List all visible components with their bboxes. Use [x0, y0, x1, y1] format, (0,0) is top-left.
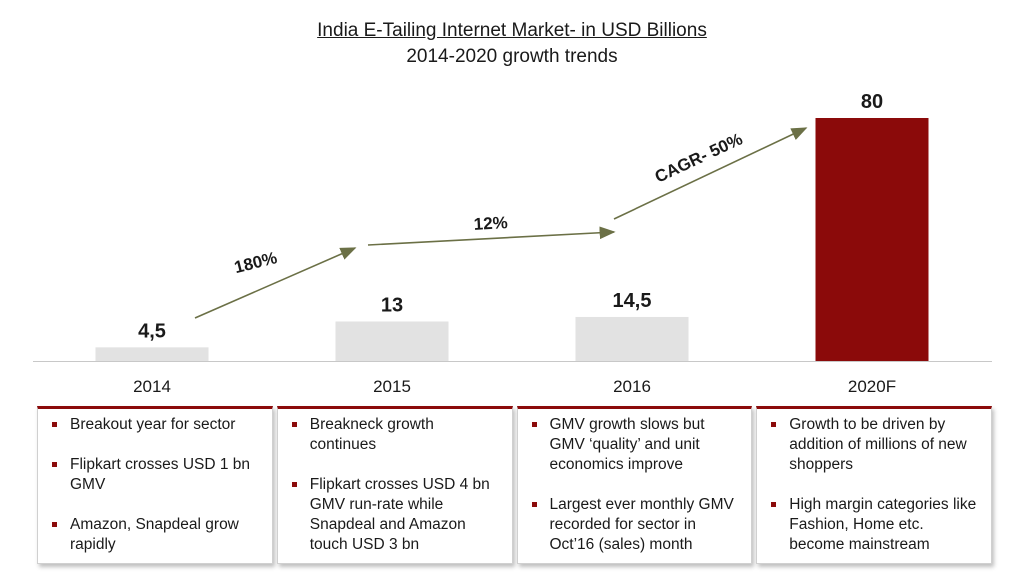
growth-label: 180% — [232, 248, 279, 277]
panel-2014: Breakout year for sector Flipkart crosse… — [37, 406, 273, 564]
list-item: Flipkart crosses USD 4 bn GMV run-rate w… — [290, 475, 504, 555]
chart-title: India E-Tailing Internet Market- in USD … — [317, 20, 707, 41]
value-label: 14,5 — [613, 290, 652, 312]
bar-2020f — [815, 118, 929, 361]
list-item: Largest ever monthly GMV recorded for se… — [530, 495, 744, 555]
list-item: High margin categories like Fashion, Hom… — [769, 495, 983, 555]
bar-2014 — [95, 347, 209, 361]
growth-arrow — [194, 247, 357, 319]
list-item: Growth to be driven by addition of milli… — [769, 415, 983, 475]
panel-2016: GMV growth slows but GMV ‘quality’ and u… — [516, 406, 753, 564]
list-item: Breakneck growth continues — [290, 415, 504, 455]
growth-label: 12% — [473, 213, 508, 234]
category-label: 2020F — [848, 377, 896, 396]
growth-arrow — [613, 127, 808, 220]
list-item: Amazon, Snapdeal grow rapidly — [50, 515, 264, 555]
category-label: 2015 — [373, 377, 411, 396]
value-label: 4,5 — [138, 320, 166, 342]
bar-chart: 4,5201413201514,52016802020F180%12%CAGR-… — [33, 91, 992, 396]
list-item: GMV growth slows but GMV ‘quality’ and u… — [530, 415, 744, 475]
chart-subtitle: 2014-2020 growth trends — [406, 46, 618, 67]
value-label: 80 — [861, 91, 883, 113]
list-item: Breakout year for sector — [50, 415, 264, 435]
panel-2015: Breakneck growth continues Flipkart cros… — [276, 406, 513, 564]
bar-2016 — [575, 316, 689, 361]
value-label: 13 — [381, 295, 403, 317]
growth-arrow — [367, 226, 616, 246]
milestone-panels: Breakout year for sector Flipkart crosse… — [37, 406, 992, 564]
list-item: Flipkart crosses USD 1 bn GMV — [50, 455, 264, 495]
category-label: 2016 — [613, 377, 651, 396]
panel-2020f: Growth to be driven by addition of milli… — [756, 406, 992, 564]
bar-2015 — [335, 321, 449, 361]
category-label: 2014 — [133, 377, 171, 396]
